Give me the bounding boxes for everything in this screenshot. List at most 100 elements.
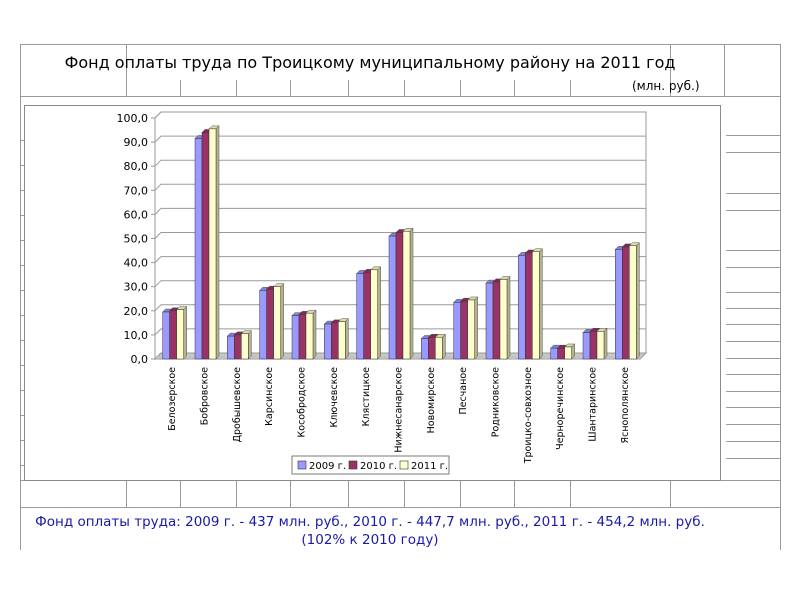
bar — [532, 251, 540, 360]
bar — [324, 323, 332, 360]
grid-line — [726, 358, 780, 359]
category-floor-marker — [156, 356, 160, 359]
bar — [557, 347, 565, 360]
bar — [259, 290, 267, 360]
bar-side — [248, 330, 252, 360]
bar — [201, 132, 210, 360]
bar — [241, 333, 249, 360]
bar — [402, 231, 411, 360]
grid-line — [20, 365, 24, 366]
grid-line — [180, 80, 181, 96]
grid-line — [570, 80, 571, 96]
gridline — [154, 256, 646, 263]
grid-line — [726, 441, 780, 442]
bar — [596, 331, 605, 360]
bar — [234, 334, 242, 360]
grid-line — [126, 44, 127, 96]
grid-line — [726, 324, 780, 325]
bar — [176, 309, 184, 360]
x-tick-label: Новомирское — [426, 367, 437, 434]
gridline — [154, 232, 646, 239]
y-tick-label: 20,0 — [124, 305, 149, 318]
legend-label: 2010 г. — [360, 461, 397, 472]
x-tick-label: Троицко-совхозное — [523, 367, 534, 464]
bar — [589, 331, 598, 360]
grid-line — [726, 407, 780, 408]
bar — [421, 338, 429, 360]
grid-line — [726, 152, 780, 153]
chart-frame[interactable]: 0,0 10,0 20,0 30,0 40,0 50,0 60,0 70,0 80,0 90,0 1… — [24, 105, 721, 481]
x-tick-label: Нижнесанарское — [394, 367, 405, 453]
bar — [564, 346, 572, 360]
bar — [363, 271, 371, 360]
gridline — [154, 304, 646, 312]
grid-line — [570, 480, 571, 507]
category-floor-marker — [382, 356, 387, 359]
x-tick-label: Черноречинское — [555, 367, 566, 450]
bar-side — [312, 309, 317, 360]
bar — [629, 245, 637, 360]
bar — [305, 312, 314, 360]
grid-line — [460, 80, 461, 96]
y-tick-label: 90,0 — [124, 136, 149, 149]
category-floor-marker — [544, 356, 548, 359]
grid-line — [726, 135, 780, 136]
grid-line — [20, 140, 24, 141]
grid-line — [20, 507, 780, 508]
x-tick-label: Белозерское — [167, 367, 178, 431]
grid-line — [20, 96, 780, 97]
category-floor-marker — [188, 356, 193, 359]
bar-side — [215, 125, 220, 360]
y-tick-label: 30,0 — [124, 281, 149, 294]
footer-percent: (102% к 2010 году) — [301, 532, 439, 548]
grid-line — [20, 465, 24, 466]
grid-line — [726, 424, 780, 425]
bar — [388, 235, 397, 360]
grid-line — [726, 250, 780, 251]
bar — [273, 286, 281, 360]
bar — [485, 282, 494, 360]
grid-line — [20, 240, 24, 241]
category-floor-marker — [479, 356, 484, 359]
grid-line — [236, 80, 237, 96]
grid-line — [726, 267, 780, 268]
grid-line — [20, 44, 21, 550]
grid-line — [726, 374, 780, 375]
grid-line — [726, 210, 780, 211]
y-tick-label: 50,0 — [124, 233, 149, 246]
grid-line — [180, 480, 181, 507]
grid-line — [726, 292, 780, 293]
x-tick-label: Ключевское — [329, 367, 340, 428]
bar-side — [539, 248, 543, 360]
grid-line — [348, 480, 349, 507]
grid-line — [20, 215, 24, 216]
grid-line — [404, 80, 405, 96]
bar-side — [345, 318, 349, 360]
category-floor-marker — [253, 356, 257, 359]
grid-line — [20, 415, 24, 416]
bar-chart: 0,0 10,0 20,0 30,0 40,0 50,0 60,0 70,0 80,0 90,0 1… — [117, 111, 648, 475]
bar — [291, 315, 300, 360]
category-floor-marker — [608, 356, 613, 359]
legend-label: 2009 г. — [309, 461, 346, 472]
bar — [208, 128, 217, 360]
grid-line — [20, 265, 24, 266]
category-floor-marker — [576, 356, 581, 359]
grid-line — [514, 480, 515, 507]
legend-swatch — [297, 460, 307, 470]
bar — [428, 337, 436, 360]
bar-side — [442, 333, 446, 360]
bar — [453, 302, 461, 360]
bar-side — [280, 283, 284, 360]
grid-line — [726, 391, 780, 392]
page-title: Фонд оплаты труда по Троицкому муниципал… — [64, 53, 676, 72]
x-tick-label: Яснополянское — [620, 367, 631, 444]
bar-side — [603, 327, 608, 360]
grid-line — [514, 80, 515, 96]
category-floor-marker — [285, 356, 290, 359]
bar — [525, 252, 533, 360]
grid-line — [20, 290, 24, 291]
category-floor-marker — [447, 356, 451, 359]
bar — [298, 314, 307, 360]
